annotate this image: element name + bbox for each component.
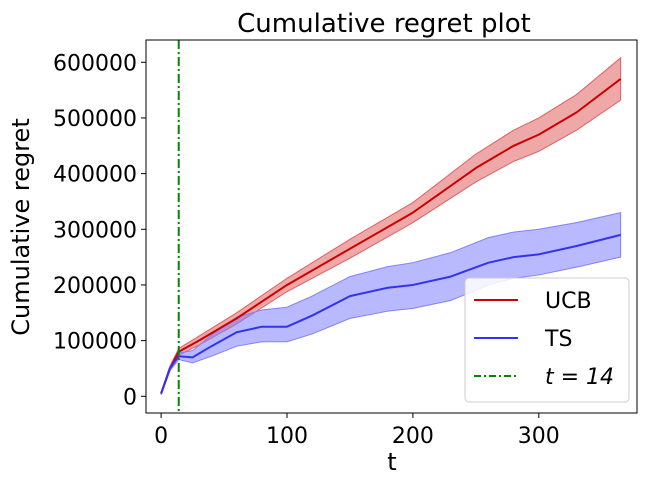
x-tick-label: 100 bbox=[266, 424, 308, 449]
y-tick-label: 0 bbox=[123, 385, 137, 410]
y-tick-label: 400000 bbox=[53, 163, 137, 188]
y-tick-label: 300000 bbox=[53, 218, 137, 243]
x-tick-label: 300 bbox=[518, 424, 560, 449]
x-axis-label: t bbox=[387, 448, 396, 476]
legend-label-ts: TS bbox=[544, 327, 572, 352]
y-tick-label: 200000 bbox=[53, 274, 137, 299]
y-tick-label: 600000 bbox=[53, 51, 137, 76]
plot-frame bbox=[145, 39, 638, 414]
y-axis-label: Cumulative regret bbox=[7, 118, 35, 335]
legend: UCB TS t = 14 bbox=[464, 277, 630, 403]
legend-label-ucb: UCB bbox=[545, 289, 592, 314]
y-tick-label: 100000 bbox=[53, 330, 137, 355]
y-tick-label: 500000 bbox=[53, 107, 137, 132]
ts-line bbox=[160, 233, 621, 394]
chart-title: Cumulative regret plot bbox=[237, 9, 531, 39]
legend-box bbox=[464, 277, 630, 403]
axes: 0 100 200 300 0 100000 200000 300000 400000 50000… bbox=[53, 39, 638, 449]
x-tick-label: 200 bbox=[392, 424, 434, 449]
plot-area bbox=[160, 40, 622, 413]
legend-label-vline: t = 14 bbox=[545, 365, 614, 390]
x-tick-label: 0 bbox=[154, 424, 168, 449]
